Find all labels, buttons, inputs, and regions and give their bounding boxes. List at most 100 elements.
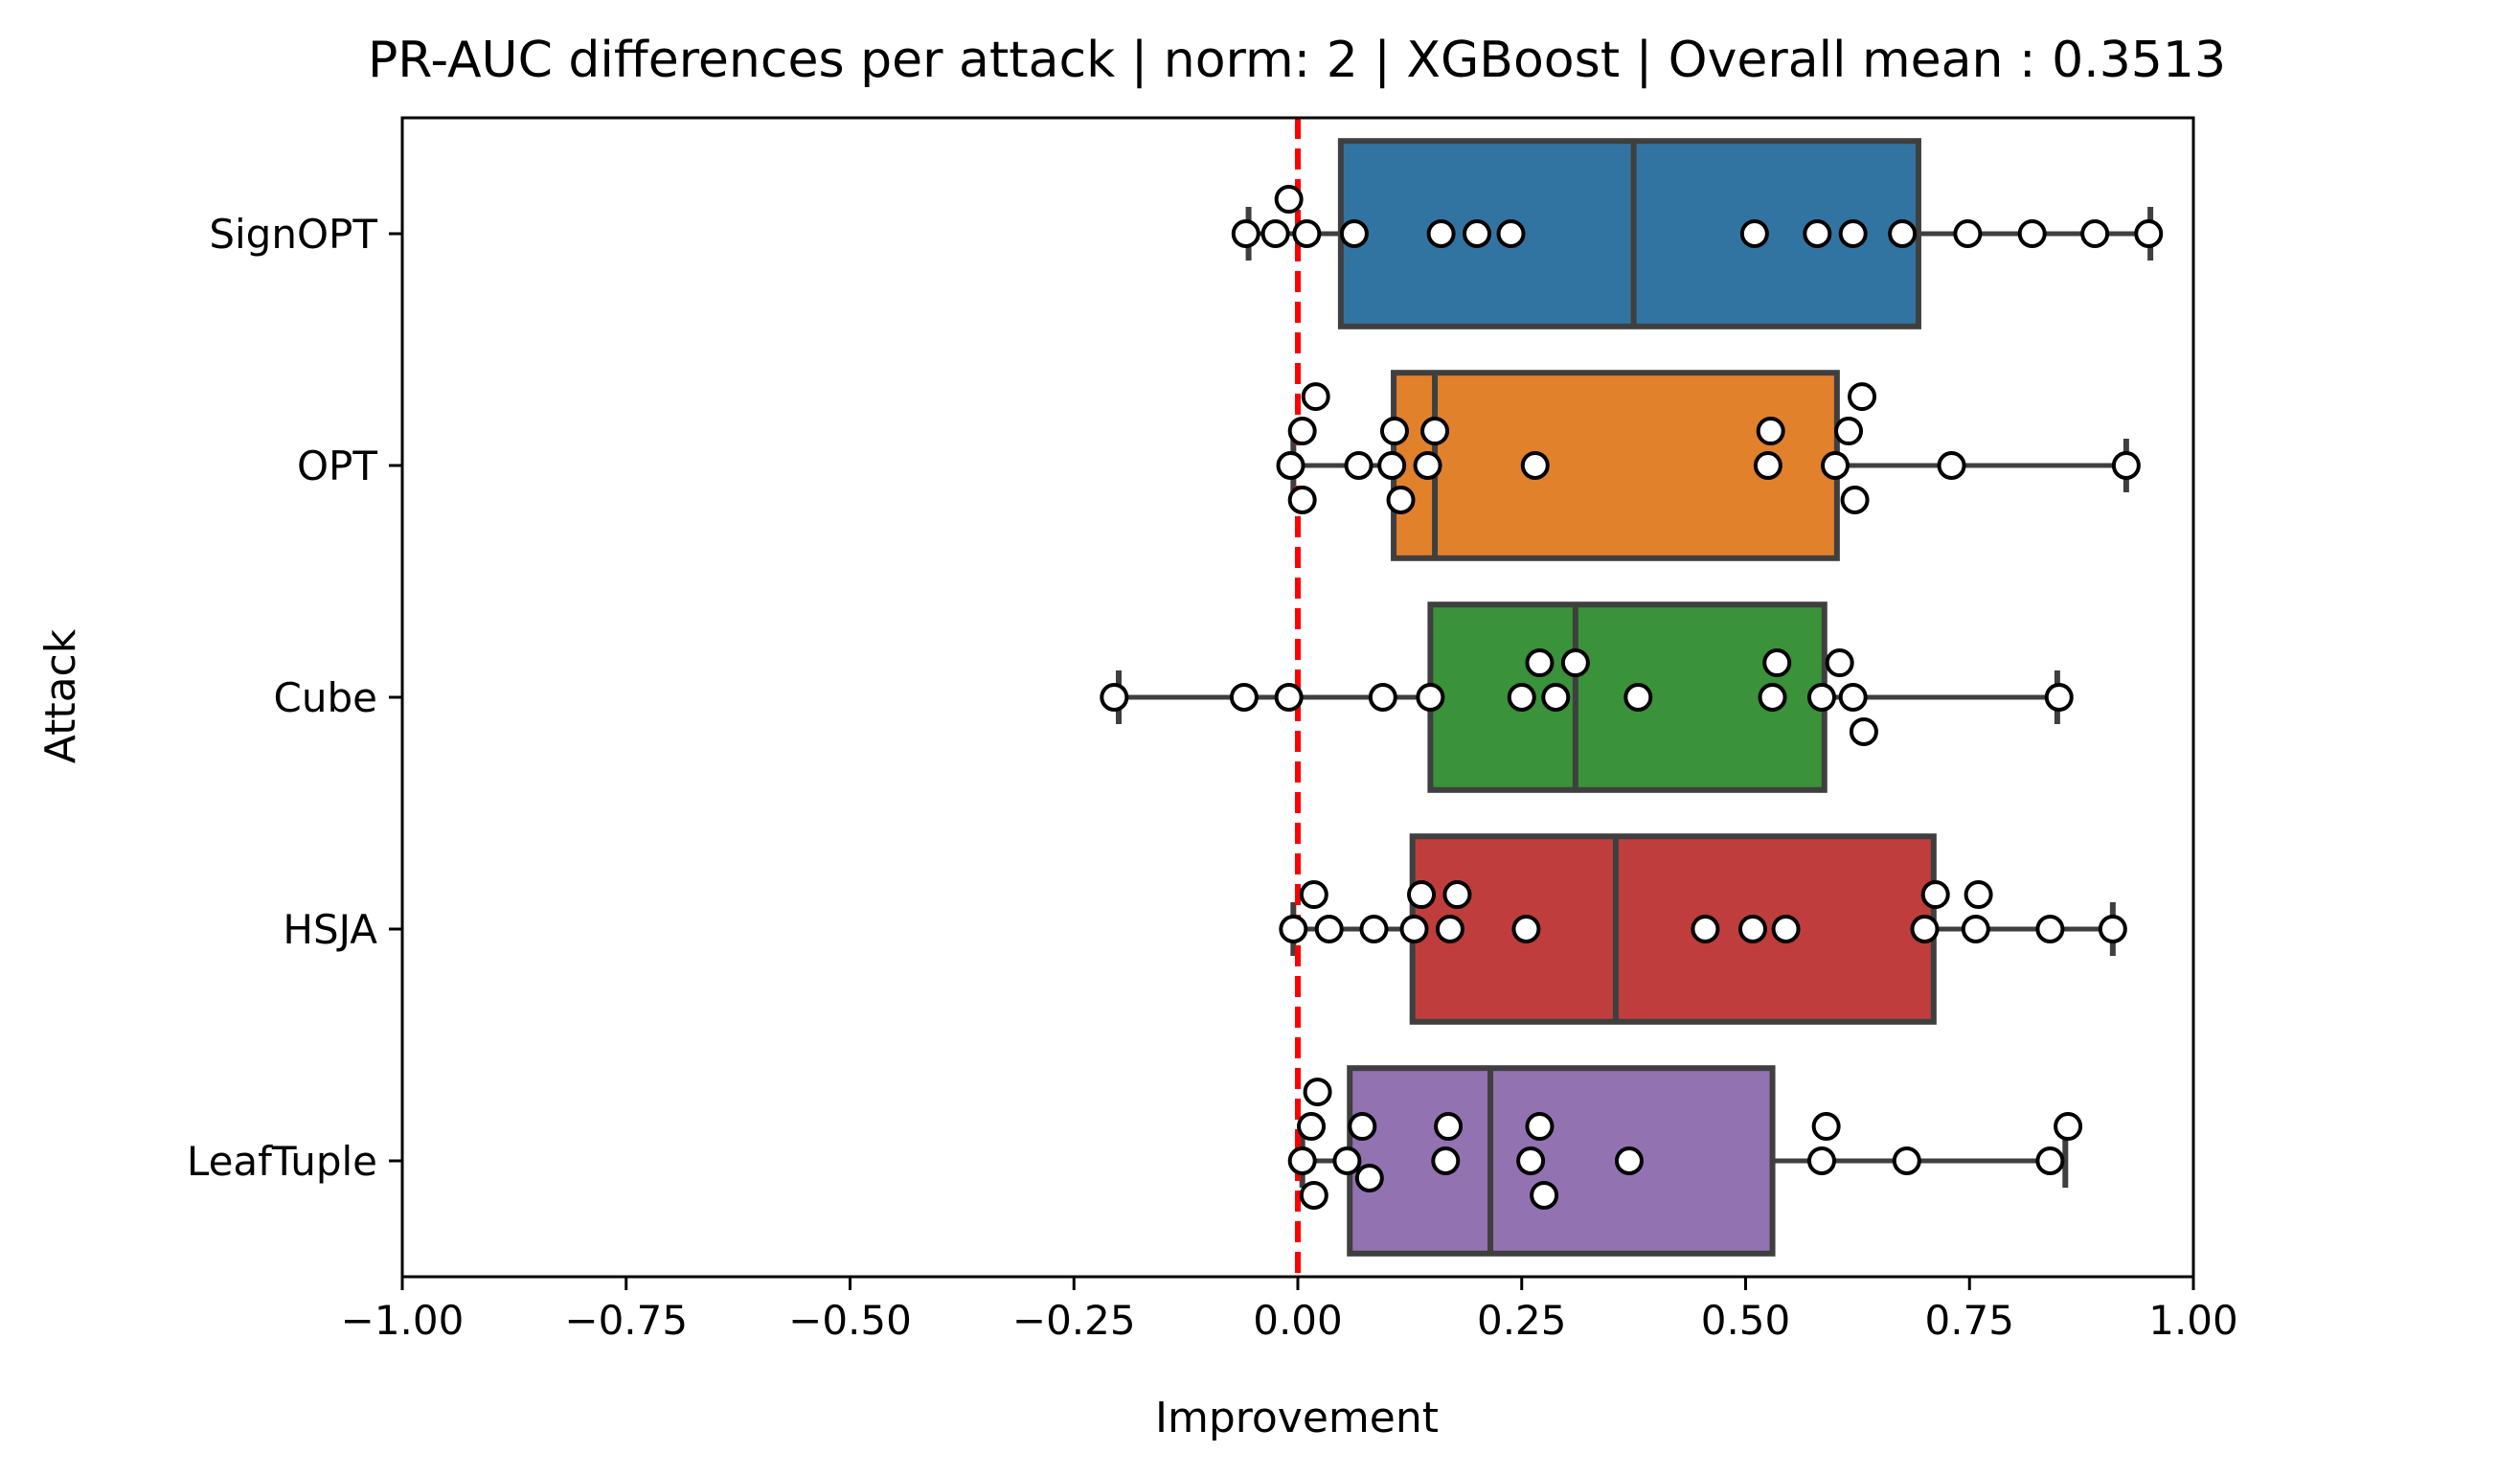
data-point-leaftuple [1287, 1146, 1317, 1175]
y-tick-label-signopt: SignOPT [209, 211, 377, 258]
data-point-signopt [1739, 219, 1769, 248]
y-tick-label-opt: OPT [297, 442, 377, 489]
x-tick-label: −1.00 [341, 1297, 465, 1344]
y-tick-label-leaftuple: LeafTuple [187, 1138, 377, 1185]
data-point-signopt [2134, 219, 2164, 248]
x-tick-label: 0.25 [1477, 1297, 1567, 1344]
data-point-leaftuple [1525, 1112, 1555, 1142]
data-point-cube [1525, 648, 1555, 678]
data-point-leaftuple [2035, 1146, 2065, 1175]
data-point-leaftuple [1297, 1112, 1327, 1142]
data-point-cube [1229, 683, 1259, 712]
data-point-opt [1753, 451, 1782, 480]
data-point-signopt [1953, 219, 1983, 248]
box-leaftuple [1347, 1065, 1776, 1257]
data-point-hsja [1407, 880, 1437, 910]
x-tick-label: 0.50 [1701, 1297, 1791, 1344]
data-point-cube [1274, 683, 1304, 712]
data-point-opt [2111, 451, 2141, 480]
data-point-hsja [2098, 915, 2127, 943]
data-point-leaftuple [1354, 1163, 1384, 1192]
data-point-cube [1758, 683, 1787, 712]
data-point-leaftuple [1811, 1112, 1841, 1142]
data-point-cube [1849, 716, 1878, 746]
data-point-signopt [1838, 219, 1868, 248]
data-point-hsja [1314, 915, 1344, 943]
data-point-opt [1840, 485, 1870, 514]
plot-area: −1.00 −0.75 −0.50 −0.25 0.00 0.25 0.50 0.75 1.00… [187, 116, 2238, 1344]
data-point-leaftuple [1431, 1146, 1461, 1175]
x-tick-label: −0.50 [788, 1297, 912, 1344]
data-point-leaftuple [1299, 1180, 1328, 1210]
data-point-leaftuple [1332, 1146, 1362, 1175]
chart-title: PR-AUC differences per attack | norm: 2 … [368, 32, 2226, 89]
data-point-opt [1848, 382, 1877, 412]
data-point-opt [1386, 485, 1416, 514]
data-point-signopt [1803, 219, 1832, 248]
data-point-hsja [1737, 915, 1767, 943]
data-point-hsja [1964, 880, 1993, 910]
data-point-signopt [1292, 219, 1322, 248]
data-point-opt [1287, 485, 1317, 514]
x-tick-label: 1.00 [2148, 1297, 2238, 1344]
data-point-hsja [1299, 880, 1328, 910]
data-point-cube [1838, 683, 1868, 712]
data-point-leaftuple [1348, 1112, 1377, 1142]
data-point-leaftuple [1303, 1078, 1332, 1107]
data-point-signopt [1426, 219, 1456, 248]
data-point-opt [1413, 451, 1442, 480]
data-point-cube [1762, 648, 1792, 678]
data-point-cube [1825, 648, 1854, 678]
data-point-opt [1420, 417, 1450, 446]
x-tick-label: −0.25 [1012, 1297, 1136, 1344]
data-point-hsja [1511, 915, 1541, 943]
data-point-opt [1821, 451, 1850, 480]
x-tick-label: 0.75 [1924, 1297, 2014, 1344]
data-point-leaftuple [1516, 1146, 1546, 1175]
data-point-cube [2044, 683, 2074, 712]
data-point-cube [1416, 683, 1445, 712]
data-point-hsja [1771, 915, 1801, 943]
data-point-leaftuple [2054, 1112, 2083, 1142]
data-point-cube [1806, 683, 1836, 712]
data-point-opt [1756, 417, 1785, 446]
data-point-opt [1301, 382, 1330, 412]
data-point-signopt [2017, 219, 2047, 248]
data-point-cube [1541, 683, 1571, 712]
x-tick-label: 0.00 [1253, 1297, 1343, 1344]
data-point-leaftuple [1806, 1146, 1836, 1175]
data-point-signopt [1463, 219, 1491, 248]
data-point-hsja [1442, 880, 1472, 910]
x-axis-label: Improvement [1155, 1394, 1439, 1442]
data-point-opt [1344, 451, 1374, 480]
data-point-opt [1377, 451, 1407, 480]
data-point-hsja [1399, 915, 1429, 943]
data-point-signopt [1888, 219, 1918, 248]
data-point-signopt [1339, 219, 1369, 248]
data-point-opt [1520, 451, 1550, 480]
data-point-signopt [1260, 219, 1290, 248]
data-point-hsja [1359, 915, 1389, 943]
data-point-signopt [1496, 219, 1526, 248]
data-point-cube [1507, 683, 1536, 712]
data-point-hsja [1435, 915, 1464, 943]
data-point-cube [1368, 683, 1397, 712]
data-point-leaftuple [1614, 1146, 1644, 1175]
data-point-signopt [2080, 219, 2110, 248]
data-point-leaftuple [1892, 1146, 1921, 1175]
y-tick-label-hsja: HSJA [283, 906, 377, 953]
data-point-hsja [1961, 915, 1990, 943]
data-point-cube [1560, 648, 1590, 678]
y-axis-label: Attack [36, 628, 85, 763]
data-point-signopt [1274, 185, 1304, 215]
data-point-opt [1276, 451, 1305, 480]
box-hsja [1409, 833, 1937, 1025]
data-point-signopt [1231, 219, 1260, 248]
data-point-hsja [1691, 915, 1720, 943]
data-point-opt [1287, 417, 1317, 446]
data-point-hsja [2035, 915, 2065, 943]
data-point-leaftuple [1434, 1112, 1464, 1142]
data-point-cube [1623, 683, 1653, 712]
data-point-cube [1100, 683, 1129, 712]
